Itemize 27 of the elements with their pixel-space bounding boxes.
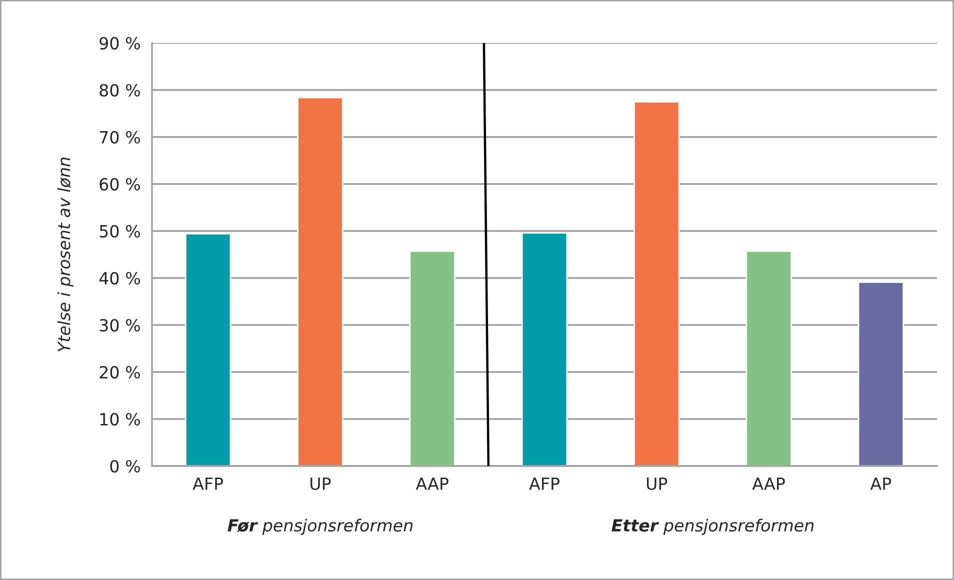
bar bbox=[858, 282, 904, 466]
bar bbox=[184, 233, 232, 466]
x-tick-label: UP bbox=[310, 478, 331, 490]
x-tick-label: AFP bbox=[529, 478, 560, 490]
y-tick-label: 50 % bbox=[100, 224, 140, 238]
text: Etter pensjonsreformen bbox=[612, 518, 814, 535]
bar bbox=[746, 250, 792, 466]
y-tick-label: 30 % bbox=[100, 318, 140, 332]
y-tick-label: 0 % bbox=[110, 460, 140, 473]
bar bbox=[297, 96, 344, 466]
bar bbox=[521, 232, 568, 466]
bar bbox=[634, 101, 680, 466]
bar bbox=[409, 250, 456, 466]
y-tick-label: 90 % bbox=[100, 36, 140, 50]
x-tick-label: UP bbox=[646, 478, 668, 490]
y-tick-label: 40 % bbox=[99, 272, 140, 285]
y-tick-label: 20 % bbox=[100, 366, 140, 379]
y-tick-label: 60 % bbox=[100, 178, 140, 191]
x-tick-label: AAP bbox=[416, 478, 448, 490]
x-tick-label: AFP bbox=[192, 478, 224, 490]
x-tick-label: AAP bbox=[752, 478, 785, 490]
y-tick-label: 70 % bbox=[100, 130, 140, 144]
y-axis-title: Ytelse i prosent av lønn bbox=[57, 158, 74, 352]
y-tick-label: 80 % bbox=[100, 84, 140, 97]
y-tick-label: 10 % bbox=[100, 412, 140, 426]
text: Før pensjonsreformen bbox=[228, 518, 412, 535]
x-tick-label: AP bbox=[870, 478, 892, 490]
